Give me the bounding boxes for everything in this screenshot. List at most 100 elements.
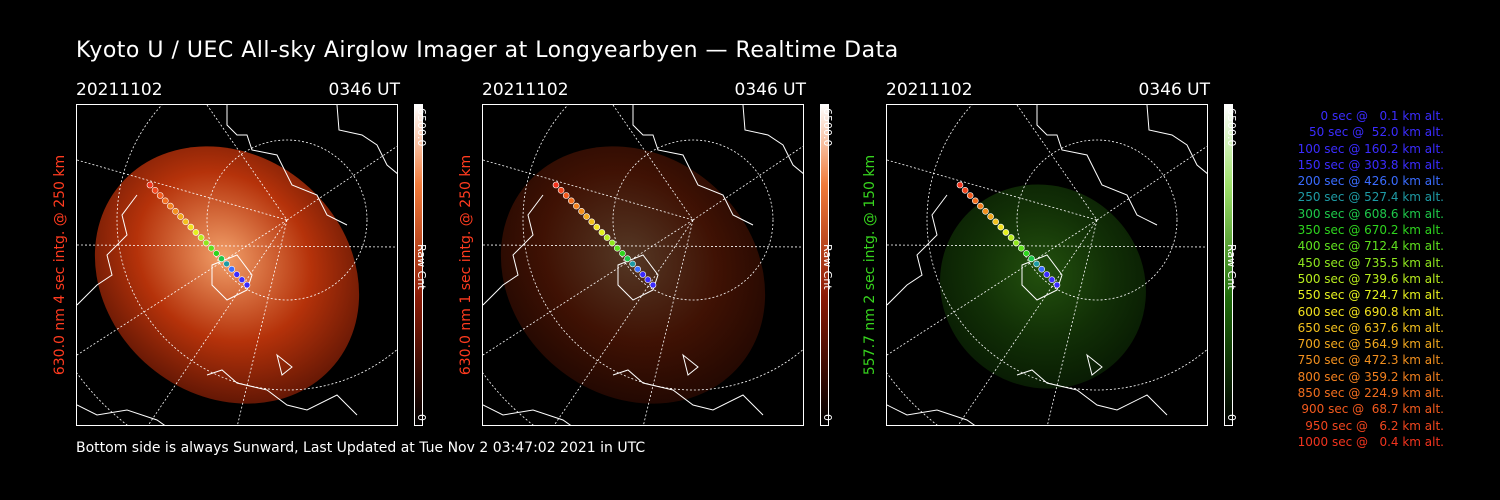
trajectory-marker (614, 244, 621, 252)
trajectory-marker (213, 250, 220, 257)
trajectory-marker (961, 187, 969, 194)
trajectory-markers (956, 181, 1061, 289)
trajectory-marker (552, 181, 560, 189)
trajectory-marker (624, 255, 631, 262)
legend-row: 950 sec @ 6.2 km alt. (1305, 418, 1444, 433)
legend-row: 900 sec @ 68.7 km alt. (1301, 402, 1444, 417)
legend-row: 800 sec @ 359.2 km alt. (1297, 369, 1444, 384)
trajectory-markers (552, 181, 657, 289)
airglow-panel-3: 20211102 0346 UT 557.7 nm 2 sec intg. @ … (862, 80, 1286, 430)
all-sky-image (482, 104, 804, 426)
airglow-panel-1: 20211102 0346 UT 630.0 nm 4 sec intg. @ … (52, 80, 476, 430)
trajectory-marker (187, 223, 195, 231)
trajectory-marker (588, 218, 595, 226)
trajectory-marker (228, 265, 235, 273)
trajectory-marker (167, 202, 174, 210)
trajectory-marker (583, 213, 590, 220)
grid-lines (887, 105, 1207, 425)
trajectory-marker (578, 208, 585, 215)
trajectory-marker (649, 281, 657, 289)
legend-row: 400 sec @ 712.4 km alt. (1297, 239, 1444, 254)
grid-lines (77, 105, 397, 425)
trajectory-marker (593, 223, 601, 231)
panel-time: 0346 UT (734, 80, 807, 100)
trajectory-marker (208, 244, 215, 252)
colorbar-unit-text: Raw Cnt (1225, 244, 1238, 290)
trajectory-marker (982, 208, 989, 215)
panel-ylabel-text: 630.0 nm 1 sec intg. @ 250 km (458, 154, 474, 376)
airglow-panel-2: 20211102 0346 UT 630.0 nm 1 sec intg. @ … (458, 80, 882, 430)
colorbar (414, 104, 423, 426)
trajectory-marker (1043, 271, 1051, 278)
colorbar-unit-text: Raw Cnt (415, 244, 428, 290)
colorbar-min-text: 0 (1225, 414, 1238, 421)
trajectory-marker (634, 265, 641, 273)
colorbar-max-text: 6500.0 (821, 108, 834, 147)
trajectory-marker (997, 223, 1005, 231)
colorbar (1224, 104, 1233, 426)
trajectory-marker (233, 271, 241, 278)
trajectory-marker (1048, 276, 1056, 283)
trajectory-marker (197, 234, 205, 241)
panel-time: 0346 UT (1138, 80, 1211, 100)
trajectory-marker (1012, 239, 1020, 247)
trajectory-marker (1023, 250, 1030, 257)
panel-time: 0346 UT (328, 80, 401, 100)
coastlines (483, 105, 803, 425)
trajectory-marker (223, 260, 230, 268)
trajectory-marker (619, 250, 626, 257)
trajectory-marker (1018, 244, 1025, 252)
sky-image-disk (500, 146, 766, 404)
panel-date: 20211102 (886, 80, 973, 100)
legend-row: 50 sec @ 52.0 km alt. (1309, 125, 1444, 140)
sky-image-disk (940, 184, 1146, 389)
trajectory-marker (1038, 265, 1045, 273)
legend-row: 350 sec @ 670.2 km alt. (1297, 223, 1444, 238)
colorbar-min: 0 (415, 414, 435, 427)
panel-date: 20211102 (482, 80, 569, 100)
all-sky-image (886, 104, 1208, 426)
all-sky-image (76, 104, 398, 426)
legend-row: 600 sec @ 690.8 km alt. (1297, 304, 1444, 319)
update-footer: Bottom side is always Sunward, Last Upda… (76, 440, 646, 456)
legend-row: 650 sec @ 637.6 km alt. (1297, 320, 1444, 335)
legend-row: 150 sec @ 303.8 km alt. (1297, 157, 1444, 172)
trajectory-marker (639, 271, 647, 278)
trajectory-marker (987, 213, 994, 220)
page-title: Kyoto U / UEC All-sky Airglow Imager at … (76, 38, 899, 63)
legend-row: 700 sec @ 564.9 km alt. (1297, 337, 1444, 352)
colorbar-min: 0 (1225, 414, 1245, 427)
trajectory-marker (218, 255, 225, 262)
colorbar-min: 0 (821, 414, 841, 427)
trajectory-marker (966, 192, 974, 199)
panel-ylabel-text: 630.0 nm 4 sec intg. @ 250 km (52, 154, 68, 376)
trajectory-marker (977, 202, 984, 210)
all-sky-svg (483, 105, 803, 425)
trajectory-marker (192, 229, 200, 236)
coastlines (77, 105, 397, 425)
legend-row: 300 sec @ 608.6 km alt. (1297, 206, 1444, 221)
trajectory-marker (151, 187, 159, 194)
colorbar-min-text: 0 (415, 414, 428, 421)
legend-row: 100 sec @ 160.2 km alt. (1297, 141, 1444, 156)
legend-row: 750 sec @ 472.3 km alt. (1297, 353, 1444, 368)
trajectory-marker (1053, 281, 1061, 289)
trajectory-marker (562, 192, 570, 199)
trajectory-marker (182, 218, 189, 226)
trajectory-marker (573, 202, 580, 210)
panel-wavelength-label: 630.0 nm 4 sec intg. @ 250 km (50, 104, 70, 426)
trajectory-marker (162, 197, 169, 205)
trajectory-marker (644, 276, 652, 283)
legend-row: 0 sec @ 0.1 km alt. (1320, 109, 1445, 123)
trajectory-marker (603, 234, 611, 241)
trajectory-marker (1028, 255, 1035, 262)
all-sky-svg (887, 105, 1207, 425)
trajectory-marker (629, 260, 636, 268)
trajectory-marker (172, 208, 179, 215)
legend-row: 250 sec @ 527.4 km alt. (1297, 190, 1444, 205)
panel-wavelength-label: 557.7 nm 2 sec intg. @ 150 km (860, 104, 880, 426)
trajectory-marker (992, 218, 999, 226)
trajectory-marker (608, 239, 616, 247)
trajectory-marker (568, 197, 575, 205)
trajectory-marker (598, 229, 606, 236)
